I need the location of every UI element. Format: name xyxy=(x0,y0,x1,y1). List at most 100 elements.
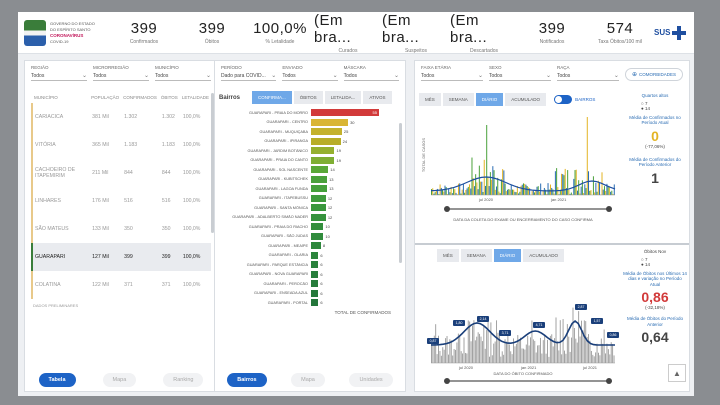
column-header[interactable]: POPULAÇÃO xyxy=(91,94,120,100)
column-header[interactable]: MUNICÍPIO xyxy=(34,94,58,100)
segment-option[interactable]: SEMANA xyxy=(460,249,492,262)
filter-value[interactable]: Todos xyxy=(282,71,338,81)
bar[interactable] xyxy=(311,270,319,278)
comorbidades-button[interactable]: ⊕ COMORBIDADES xyxy=(624,68,683,81)
table-scrollbar[interactable] xyxy=(211,93,214,233)
bar-row[interactable]: GUARAPARI - MUQUIÇABA 25 xyxy=(215,127,405,137)
filter-2[interactable]: MUNICÍPIO Todos xyxy=(155,65,211,81)
bar[interactable] xyxy=(311,128,342,136)
filter-1[interactable]: ENVIADO Todos xyxy=(282,65,338,81)
filter-2[interactable]: RAÇA Todos xyxy=(556,65,619,81)
tab-0[interactable]: Bairros xyxy=(227,373,267,387)
segment-option[interactable]: ATIVOS xyxy=(363,91,392,104)
bar[interactable] xyxy=(311,194,326,202)
segment-option[interactable]: DIÁRIO xyxy=(475,93,504,106)
bairros-scrollbar[interactable] xyxy=(399,123,402,263)
filter-value[interactable]: Todos xyxy=(343,71,399,81)
table-row[interactable]: COLATINA 122 Mil 371 371 100,0% xyxy=(30,271,211,299)
segment-option[interactable]: LETALIDA... xyxy=(324,91,362,104)
bar[interactable] xyxy=(311,118,349,126)
bar[interactable]: 55 xyxy=(311,109,379,117)
range-start-knob[interactable] xyxy=(444,378,450,384)
filter-0[interactable]: REGIÃO Todos xyxy=(31,65,87,81)
filter-1[interactable]: SEXO Todos xyxy=(488,65,551,81)
bar-row[interactable]: GUARAPARI - MEAÍPE 8 xyxy=(215,241,405,251)
bar-row[interactable]: GUARAPARI - OLARIA 6 xyxy=(215,251,405,261)
bar[interactable] xyxy=(311,232,324,240)
bar[interactable] xyxy=(311,299,319,307)
segment-option[interactable]: MÊS xyxy=(437,249,459,262)
bar-row[interactable]: GUARAPARI - PEROCÃO 6 xyxy=(215,279,405,289)
bar[interactable] xyxy=(311,280,319,288)
bar-row[interactable]: GUARAPARI - SÃO JUDAS 10 xyxy=(215,232,405,242)
bar[interactable] xyxy=(311,289,319,297)
table-row[interactable]: CARIACICA 381 Mil 1.302 1.302 100,0% xyxy=(30,103,211,131)
scroll-up-icon[interactable]: ▲ xyxy=(668,364,686,382)
bar-row[interactable]: GUARAPARI - PORTAL 6 xyxy=(215,298,405,308)
filter-1[interactable]: MICRORREGIÃO Todos xyxy=(93,65,149,81)
table-row[interactable]: VITÓRIA 365 Mil 1.183 1.183 100,0% xyxy=(30,131,211,159)
filter-0[interactable]: PERÍODO Dado para COVID... xyxy=(221,65,277,81)
filter-value[interactable]: Todos xyxy=(488,71,551,81)
range-end-knob[interactable] xyxy=(606,206,612,212)
tab-2[interactable]: Ranking xyxy=(163,373,204,387)
filter-2[interactable]: MÁSCARA Todos xyxy=(343,65,399,81)
bar-row[interactable]: GUARAPARI - LAGOA FUNDA 13 xyxy=(215,184,405,194)
bar[interactable] xyxy=(311,166,329,174)
table-row[interactable]: LINHARES 176 Mil 516 516 100,0% xyxy=(30,187,211,215)
bar-row[interactable]: GUARAPARI - JARDIM BOTÂNICO 19 xyxy=(215,146,405,156)
segment-option[interactable]: ÓBITOS xyxy=(293,91,323,104)
bar-row[interactable]: GUARAPARI - PRAIA DO CANTO 19 xyxy=(215,156,405,166)
bar-row[interactable]: GUARAPARI - PRAIA DO MORRO 55 xyxy=(215,108,405,118)
bar-row[interactable]: GUARAPARI - SANTA MÔNICA 12 xyxy=(215,203,405,213)
bar[interactable] xyxy=(311,204,326,212)
range-start-knob[interactable] xyxy=(444,206,450,212)
bar[interactable] xyxy=(311,213,326,221)
bar-row[interactable]: GUARAPARI - CENTRO 30 xyxy=(215,118,405,128)
column-header[interactable]: ÓBITOS xyxy=(160,94,178,100)
filter-value[interactable]: Todos xyxy=(31,71,87,81)
table-row[interactable]: SÃO MATEUS 133 Mil 350 350 100,0% xyxy=(30,215,211,243)
column-header[interactable]: CONFIRMADOS xyxy=(123,94,157,100)
bairros-toggle[interactable] xyxy=(554,95,573,104)
filter-value[interactable]: Todos xyxy=(155,71,211,81)
bar-row[interactable]: GUARAPARI - SOL NASCENTE 14 xyxy=(215,165,405,175)
bar-row[interactable]: GUARAPARI - NOVA GUARAPARI 6 xyxy=(215,270,405,280)
bar[interactable] xyxy=(311,147,335,155)
bar[interactable] xyxy=(311,137,341,145)
segment-option[interactable]: ACUMULADO xyxy=(505,93,547,106)
segment-option[interactable]: MÊS xyxy=(419,93,441,106)
segment-option[interactable]: SEMANA xyxy=(442,93,474,106)
tab-2[interactable]: Unidades xyxy=(349,373,393,387)
column-header[interactable]: LETALIDADE xyxy=(181,94,209,100)
bar-row[interactable]: GUARAPARI - PARQUE ESTÂNCIA 6 xyxy=(215,260,405,270)
bar-row[interactable]: GUARAPARI - ITAPEBUSSU 12 xyxy=(215,194,405,204)
bar[interactable] xyxy=(311,242,321,250)
tab-0[interactable]: Tabela xyxy=(38,373,76,387)
table-row[interactable]: GUARAPARI 127 Mil 399 399 100,0% xyxy=(30,243,211,271)
bar-row[interactable]: GUARAPARI - ENSEADA AZUL 6 xyxy=(215,289,405,299)
bar-row[interactable]: GUARAPARI - IPIRANGA 24 xyxy=(215,137,405,147)
bar[interactable] xyxy=(311,175,328,183)
filter-value[interactable]: Todos xyxy=(93,71,149,81)
range-end-knob[interactable] xyxy=(606,378,612,384)
filter-value[interactable]: Todos xyxy=(556,71,619,81)
bar-row[interactable]: GUARAPARI - ADALBERTO SIMÃO NADER 12 xyxy=(215,213,405,223)
table-row[interactable]: CACHOEIRO DE ITAPEMIRIM 211 Mil 844 844 100,… xyxy=(30,159,211,187)
bar-row[interactable]: GUARAPARI - PRAIA DO RIACHO 10 xyxy=(215,222,405,232)
tab-1[interactable]: Mapa xyxy=(291,373,325,387)
bar[interactable] xyxy=(311,223,324,231)
bar-row[interactable]: GUARAPARI - KUBITSCHEK 13 xyxy=(215,175,405,185)
filter-value[interactable]: Todos xyxy=(421,71,483,81)
bar[interactable] xyxy=(311,185,328,193)
segment-option[interactable]: CONFIRMA... xyxy=(252,91,292,104)
filter-value[interactable]: Dado para COVID... xyxy=(221,71,277,81)
filter-0[interactable]: FAIXA ETÁRIA Todos xyxy=(421,65,483,81)
bar[interactable] xyxy=(311,251,319,259)
x-tick-label: jul 2021 xyxy=(582,365,598,370)
bar[interactable] xyxy=(311,156,335,164)
bar[interactable] xyxy=(311,261,319,269)
segment-option[interactable]: ACUMULADO xyxy=(523,249,565,262)
tab-1[interactable]: Mapa xyxy=(102,373,137,387)
segment-option[interactable]: DIÁRIO xyxy=(493,249,522,262)
